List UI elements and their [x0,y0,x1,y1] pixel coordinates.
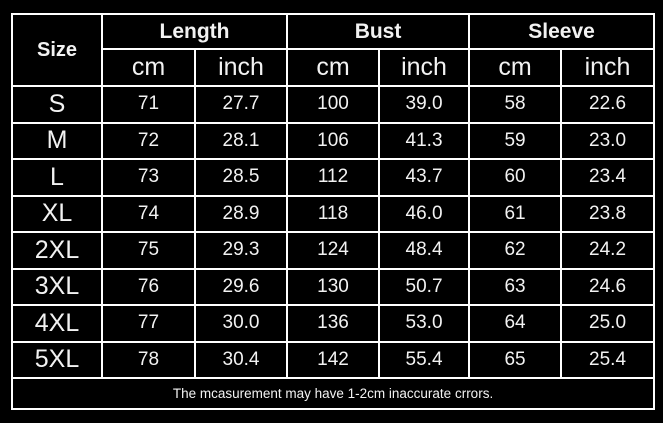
table-row: 5XL 78 30.4 142 55.4 65 25.4 [11,340,656,379]
header-row: Size Length Bust Sleeve [11,13,656,87]
unit-header: cm [286,48,381,87]
measurement-cell: 23.4 [560,158,656,197]
measurement-cell: 46.0 [378,194,471,233]
measurement-cell: 59 [468,121,563,160]
measurement-cell: 28.5 [193,158,289,197]
measurement-cell: 60 [468,158,563,197]
measurement-cell: 77 [101,304,196,343]
size-cell: 5XL [11,340,103,379]
measurement-cell: 112 [286,158,381,197]
measurement-cell: 25.4 [560,340,656,379]
measurement-cell: 23.0 [560,121,656,160]
measurement-cell: 25.0 [560,304,656,343]
measurement-cell: 39.0 [378,85,471,124]
length-header: Length [100,13,289,50]
measurement-cell: 27.7 [193,85,289,124]
size-cell: L [11,158,103,197]
measurement-cell: 71 [101,85,196,124]
measurement-cell: 73 [101,158,196,197]
measurement-cell: 142 [286,340,381,379]
measurement-cell: 28.1 [193,121,289,160]
bust-header: Bust [286,13,471,50]
measurement-cell: 75 [101,231,196,270]
measurement-cell: 72 [101,121,196,160]
measurement-cell: 65 [468,340,563,379]
unit-row: cm inch cm inch cm inch [12,48,656,87]
measurement-cell: 74 [101,194,196,233]
measurement-cell: 58 [468,85,563,124]
size-cell: S [11,85,103,124]
size-chart-table: Size Length Bust Sleeve cm inch cm inch … [10,13,656,410]
measurement-cell: 24.2 [560,231,656,270]
sleeve-header: Sleeve [468,13,656,50]
measurement-cell: 136 [286,304,381,343]
unit-header: inch [378,48,471,87]
table-row: M 72 28.1 106 41.3 59 23.0 [11,121,656,160]
measurement-cell: 43.7 [378,158,471,197]
measurement-cell: 61 [468,194,563,233]
measurement-cell: 100 [286,85,381,124]
size-header: Size [11,13,103,87]
measurement-cell: 23.8 [560,194,656,233]
measurement-cell: 124 [286,231,381,270]
unit-header: cm [468,48,563,87]
measurement-cell: 41.3 [378,121,471,160]
table-row: S 71 27.7 100 39.0 58 22.6 [11,85,656,124]
table-row: 3XL 76 29.6 130 50.7 63 24.6 [11,267,656,306]
measurement-cell: 29.3 [193,231,289,270]
measurement-cell: 50.7 [378,267,471,306]
size-cell: M [11,121,103,160]
table-row: 4XL 77 30.0 136 53.0 64 25.0 [11,304,656,343]
measurement-cell: 29.6 [193,267,289,306]
size-cell: 3XL [11,267,103,306]
measurement-note: The mcasurement may have 1-2cm inaccurat… [10,377,656,410]
measurement-cell: 24.6 [560,267,656,306]
unit-header: inch [560,48,656,87]
measurement-cell: 28.9 [193,194,289,233]
table-row: 2XL 75 29.3 124 48.4 62 24.2 [11,231,656,270]
measurement-cell: 106 [286,121,381,160]
measurement-cell: 63 [468,267,563,306]
unit-header: cm [101,48,196,87]
size-cell: 4XL [11,304,103,343]
measurement-cell: 30.4 [193,340,289,379]
measurement-cell: 22.6 [560,85,656,124]
measurement-cell: 53.0 [378,304,471,343]
table-row: L 73 28.5 112 43.7 60 23.4 [11,158,656,197]
measurement-cell: 78 [101,340,196,379]
measurement-cell: 64 [468,304,563,343]
unit-header: inch [193,48,289,87]
size-cell: 2XL [11,231,103,270]
measurement-cell: 48.4 [378,231,471,270]
measurement-cell: 55.4 [378,340,471,379]
size-cell: XL [11,194,103,233]
table-row: XL 74 28.9 118 46.0 61 23.8 [11,194,656,233]
measurement-cell: 76 [101,267,196,306]
footer-row: The mcasurement may have 1-2cm inaccurat… [10,377,656,410]
measurement-cell: 30.0 [193,304,289,343]
measurement-cell: 62 [468,231,563,270]
measurement-cell: 118 [286,194,381,233]
measurement-cell: 130 [286,267,381,306]
